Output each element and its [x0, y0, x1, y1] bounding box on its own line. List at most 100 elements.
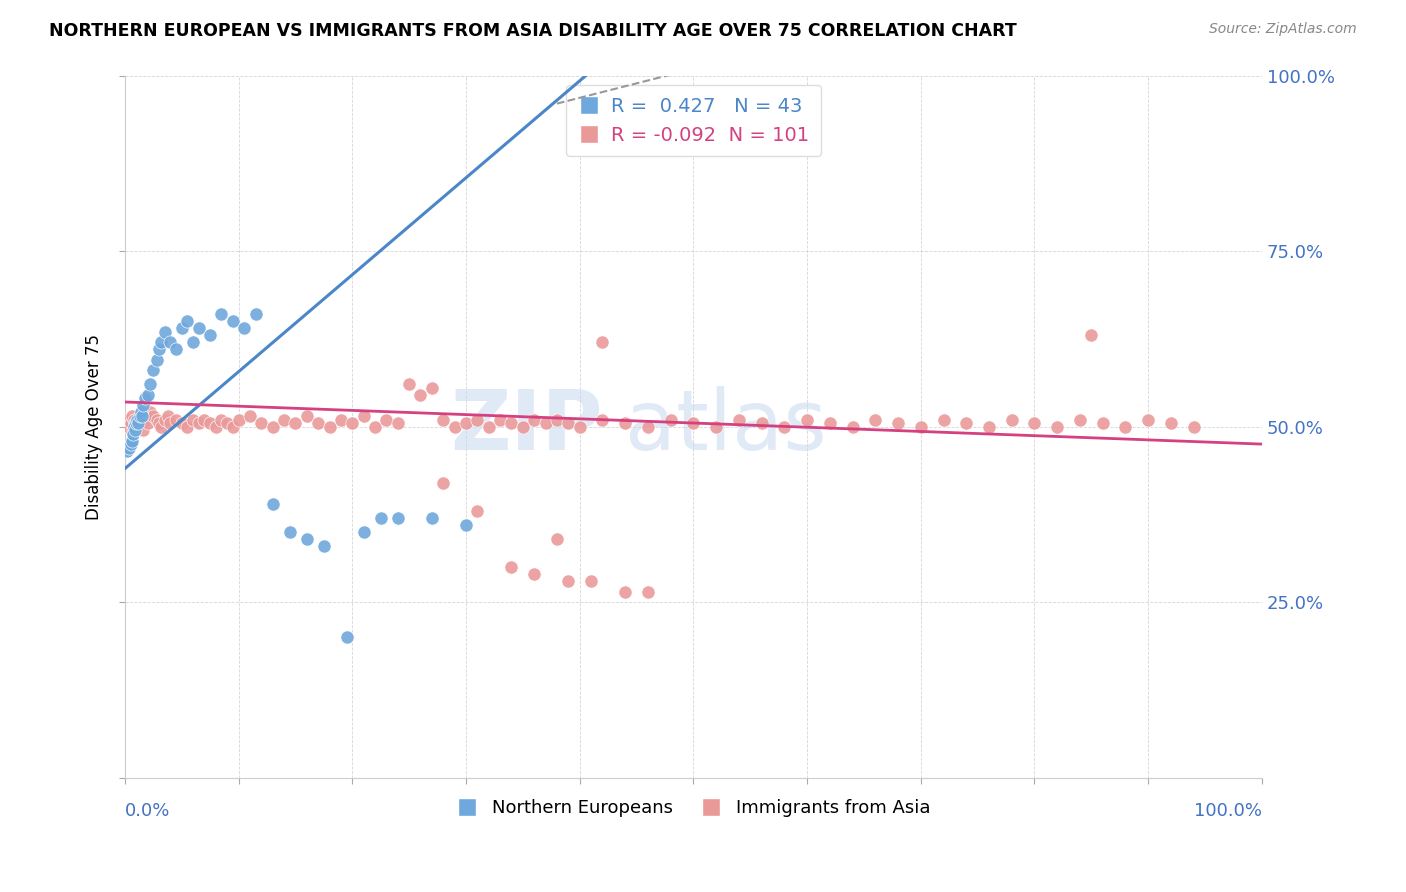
Point: [454, 517, 477, 532]
Point: [295, 532, 318, 546]
Point: [170, 321, 193, 335]
Point: [129, 405, 152, 419]
Point: [523, 566, 546, 581]
Point: [614, 584, 637, 599]
Point: [342, 416, 364, 430]
Point: [1137, 412, 1160, 426]
Point: [176, 314, 198, 328]
Point: [841, 419, 863, 434]
Point: [129, 416, 152, 430]
Point: [262, 497, 284, 511]
Point: [387, 416, 409, 430]
Point: [818, 416, 841, 430]
Point: [250, 416, 273, 430]
Point: [501, 416, 523, 430]
Point: [122, 419, 145, 434]
Point: [198, 328, 221, 343]
Point: [124, 423, 146, 437]
Point: [364, 419, 387, 434]
Point: [181, 335, 204, 350]
Point: [153, 412, 176, 426]
Point: [478, 419, 501, 434]
Point: [353, 524, 375, 539]
Point: [125, 419, 148, 434]
Point: [910, 419, 932, 434]
Point: [284, 416, 307, 430]
Point: [501, 560, 523, 574]
Point: [204, 419, 226, 434]
Point: [557, 574, 579, 588]
Point: [1160, 416, 1182, 430]
Point: [181, 412, 204, 426]
Point: [568, 419, 591, 434]
Point: [387, 510, 409, 524]
Point: [977, 419, 1000, 434]
Point: [727, 412, 749, 426]
Point: [796, 412, 818, 426]
Point: [127, 416, 149, 430]
Point: [145, 412, 167, 426]
Point: [159, 416, 181, 430]
Point: [115, 444, 138, 458]
Point: [443, 419, 465, 434]
Point: [614, 416, 637, 430]
Point: [591, 335, 613, 350]
Point: [278, 524, 301, 539]
Point: [398, 377, 420, 392]
Point: [489, 412, 512, 426]
Point: [121, 426, 143, 441]
Point: [557, 416, 579, 430]
Point: [121, 409, 143, 423]
Point: [121, 434, 143, 448]
Point: [773, 419, 796, 434]
Point: [122, 412, 145, 426]
Point: [682, 416, 704, 430]
Point: [335, 630, 357, 644]
Point: [233, 321, 256, 335]
Point: [1069, 412, 1091, 426]
Point: [193, 412, 215, 426]
Point: [142, 409, 165, 423]
Point: [1182, 419, 1205, 434]
Point: [273, 412, 295, 426]
Text: 0.0%: 0.0%: [125, 802, 170, 820]
Point: [546, 412, 568, 426]
Point: [420, 381, 443, 395]
Point: [245, 307, 267, 321]
Point: [637, 584, 659, 599]
Text: atlas: atlas: [626, 386, 827, 467]
Point: [318, 419, 340, 434]
Point: [211, 307, 233, 321]
Point: [136, 388, 159, 402]
Point: [120, 437, 142, 451]
Point: [432, 475, 454, 490]
Point: [465, 504, 488, 518]
Point: [139, 405, 162, 419]
Point: [512, 419, 534, 434]
Point: [1080, 328, 1102, 343]
Point: [176, 419, 198, 434]
Point: [579, 574, 602, 588]
Point: [454, 416, 477, 430]
Point: [751, 416, 773, 430]
Point: [375, 412, 398, 426]
Point: [150, 419, 173, 434]
Point: [139, 377, 162, 392]
Point: [132, 399, 155, 413]
Point: [295, 409, 318, 423]
Y-axis label: Disability Age Over 75: Disability Age Over 75: [86, 334, 103, 519]
Point: [659, 412, 682, 426]
Point: [1024, 416, 1046, 430]
Point: [1001, 412, 1024, 426]
Point: [222, 314, 245, 328]
Point: [127, 412, 149, 426]
Point: [312, 539, 335, 553]
Point: [353, 409, 375, 423]
Point: [546, 532, 568, 546]
Point: [198, 416, 221, 430]
Text: ZIP: ZIP: [450, 386, 602, 467]
Point: [150, 335, 173, 350]
Point: [217, 416, 239, 430]
Point: [307, 416, 329, 430]
Point: [591, 412, 613, 426]
